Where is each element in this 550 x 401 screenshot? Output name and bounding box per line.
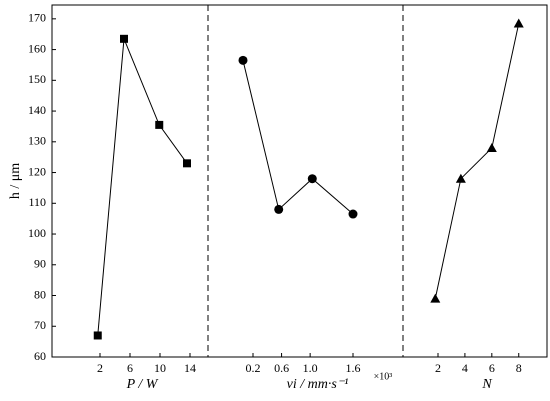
data-point — [455, 173, 466, 183]
x-tick-label: 0.2 — [246, 361, 261, 375]
y-tick-label: 100 — [28, 226, 46, 240]
y-tick-label: 140 — [28, 103, 46, 117]
x-tick-label: 1.6 — [346, 361, 361, 375]
x-tick-label: 14 — [184, 361, 196, 375]
x-axis-label: vi / mm·s⁻¹ — [287, 377, 349, 392]
data-line — [434, 23, 520, 299]
y-axis-label: h / μm — [8, 163, 23, 199]
x-tick-label: 10 — [154, 361, 166, 375]
x-tick-label: 6 — [127, 361, 133, 375]
x-axis-multiplier: ×10³ — [374, 371, 393, 382]
x-axis-label: N — [481, 377, 492, 392]
x-tick-label: 2 — [97, 361, 103, 375]
y-tick-label: 80 — [34, 287, 46, 301]
data-point — [120, 34, 128, 43]
data-point — [93, 331, 102, 340]
data-point — [238, 55, 248, 65]
data-line — [242, 60, 354, 215]
y-tick-label: 160 — [28, 41, 46, 55]
y-tick-label: 130 — [28, 134, 46, 148]
plot-frame — [51, 4, 548, 358]
x-axis-label: P / W — [126, 377, 159, 392]
data-point — [155, 120, 164, 129]
x-tick-label: 2 — [435, 361, 441, 375]
data-point — [486, 142, 497, 152]
data-point — [307, 174, 317, 184]
data-point — [183, 159, 191, 168]
data-point — [430, 293, 441, 303]
y-tick-label: 60 — [34, 349, 46, 363]
data-point — [274, 204, 284, 214]
x-tick-label: 0.6 — [274, 361, 289, 375]
x-tick-label: 8 — [516, 361, 522, 375]
data-line — [97, 38, 188, 336]
y-tick-label: 120 — [28, 164, 46, 178]
y-tick-label: 110 — [28, 195, 46, 209]
y-tick-label: 170 — [28, 11, 46, 25]
x-tick-label: 6 — [489, 361, 495, 375]
y-tick-label: 90 — [34, 257, 46, 271]
y-tick-label: 70 — [34, 318, 46, 332]
x-tick-label: 1.0 — [303, 361, 318, 375]
data-point — [513, 18, 524, 28]
data-point — [348, 209, 358, 219]
x-tick-label: 4 — [462, 361, 468, 375]
y-tick-label: 150 — [28, 72, 46, 86]
